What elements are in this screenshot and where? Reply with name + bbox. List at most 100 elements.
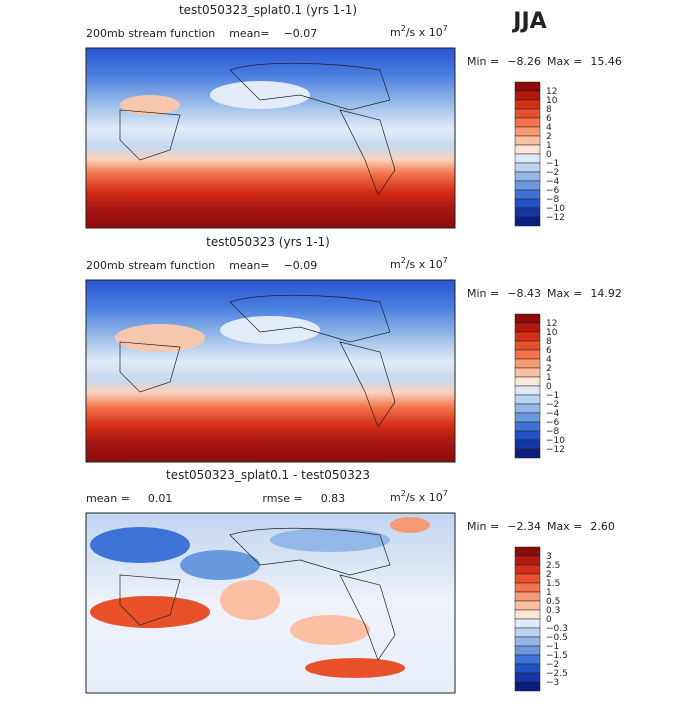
colorbar-label: 0 [546, 150, 552, 160]
colorbar-box [514, 681, 541, 692]
colorbar-box [514, 358, 541, 369]
colorbar-box [514, 448, 541, 459]
colorbar-label: 2 [546, 132, 552, 142]
colorbar-box [514, 198, 541, 209]
panel-title: test050323 (yrs 1-1) [206, 235, 330, 249]
map-2 [85, 279, 456, 463]
colorbar-label: 1.5 [546, 579, 560, 589]
colorbar-box [514, 313, 541, 324]
colorbar-label: −0.5 [546, 633, 568, 643]
colorbar-box [514, 600, 541, 611]
subtitle-part: −0.09 [284, 259, 318, 272]
stat-part: Min = [467, 287, 499, 300]
colorbar-label: −10 [546, 204, 565, 214]
colorbar-label: −12 [546, 445, 565, 455]
colorbar-label: −6 [546, 418, 560, 428]
colorbar-label: −8 [546, 427, 560, 437]
colorbar-box [514, 207, 541, 218]
subtitle-part: 0.01 [148, 492, 173, 505]
units-part: m [390, 491, 401, 504]
units-part: /s x 10 [406, 491, 443, 504]
colorbar-label: −12 [546, 213, 565, 223]
colorbar-label: 12 [546, 87, 557, 97]
colorbar-box [514, 340, 541, 351]
colorbar-label: −0.3 [546, 624, 568, 634]
colorbar-box [514, 564, 541, 575]
colorbar-label: −4 [546, 177, 560, 187]
colorbar-box [514, 394, 541, 405]
colorbar-box [514, 591, 541, 602]
colorbar-label: −1 [546, 159, 559, 169]
colorbar-box [514, 609, 541, 620]
stat-part: 14.92 [590, 287, 622, 300]
subtitle-part: 200mb stream function [86, 259, 215, 272]
colorbar-label: 0.5 [546, 597, 560, 607]
colorbar-box [514, 171, 541, 182]
colorbar-label: 1 [546, 373, 552, 383]
colorbar-label: 4 [546, 123, 552, 133]
colorbar-label: 0 [546, 382, 552, 392]
panel-title: test050323_splat0.1 - test050323 [166, 468, 370, 482]
colorbar-box [514, 331, 541, 342]
stat-part: Max = [547, 520, 582, 533]
colorbar-box [514, 555, 541, 566]
units: m2/s x 107 [390, 256, 448, 271]
colorbar-box [514, 663, 541, 674]
colorbar-label: 8 [546, 337, 552, 347]
stat-part: 2.60 [590, 520, 615, 533]
colorbar-box [514, 627, 541, 638]
colorbar-label: 2 [546, 570, 552, 580]
min-max: Min = −2.34 Max = 2.60 [467, 520, 615, 533]
colorbar-label: 1 [546, 141, 552, 151]
colorbar-box [514, 645, 541, 656]
colorbar-box [514, 439, 541, 450]
colorbar-label: 1 [546, 588, 552, 598]
subtitle-part: mean = [86, 492, 130, 505]
colorbar-box [514, 430, 541, 441]
colorbar-box [514, 672, 541, 683]
colorbar-box [514, 144, 541, 155]
season: JJA [511, 9, 546, 34]
colorbar-label: 3 [546, 552, 552, 562]
colorbar-box [514, 412, 541, 423]
map-3 [85, 512, 456, 694]
subtitle-part: −0.07 [284, 27, 318, 40]
colorbar-label: −1.5 [546, 651, 568, 661]
colorbar-label: −2 [546, 400, 559, 410]
units-part: m [390, 258, 401, 271]
panel-title: test050323_splat0.1 (yrs 1-1) [179, 3, 357, 17]
subtitle-part: 0.83 [321, 492, 346, 505]
subtitle-part: 200mb stream function [86, 27, 215, 40]
colorbar-box [514, 582, 541, 593]
units-part: m [390, 26, 401, 39]
colorbar-box [514, 108, 541, 119]
colorbar-box [514, 81, 541, 92]
colorbar-box [514, 349, 541, 360]
colorbar-label: 4 [546, 355, 552, 365]
colorbar-label: −6 [546, 186, 560, 196]
colorbar-box [514, 573, 541, 584]
colorbar-label: −2.5 [546, 669, 568, 679]
colorbar-label: −10 [546, 436, 565, 446]
colorbar-box [514, 162, 541, 173]
colorbar-box [514, 180, 541, 191]
colorbar-label: 10 [546, 96, 558, 106]
stat-part: 15.46 [590, 55, 622, 68]
colorbar-box [514, 322, 541, 333]
colorbar-label: 6 [546, 346, 552, 356]
colorbar-label: 12 [546, 319, 557, 329]
units-part: /s x 10 [406, 26, 443, 39]
colorbar-box [514, 546, 541, 557]
colorbar-box [514, 403, 541, 414]
colorbar-label: −2 [546, 660, 559, 670]
colorbar-label: −1 [546, 642, 559, 652]
units-part: 2 [401, 256, 406, 265]
colorbar-box [514, 367, 541, 378]
stat-part: Max = [547, 287, 582, 300]
colorbar-box [514, 654, 541, 665]
stat-part: Min = [467, 520, 499, 533]
min-max: Min = −8.43 Max = 14.92 [467, 287, 622, 300]
colorbar-label: −2 [546, 168, 559, 178]
colorbar-label: 2 [546, 364, 552, 374]
